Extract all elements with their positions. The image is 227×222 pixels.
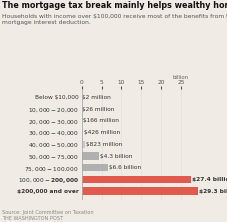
Text: $26 million: $26 million xyxy=(82,107,115,112)
Text: Source: Joint Committee on Taxation
THE WASHINGTON POST: Source: Joint Committee on Taxation THE … xyxy=(2,210,94,221)
Text: $166 million: $166 million xyxy=(83,118,119,123)
Text: billion: billion xyxy=(173,75,189,80)
Text: $823 million: $823 million xyxy=(86,142,122,147)
Text: Households with income over $100,000 receive most of the benefits from the
mortg: Households with income over $100,000 rec… xyxy=(2,14,227,25)
Text: $29.3 billion: $29.3 billion xyxy=(199,189,227,194)
Text: $4.3 billion: $4.3 billion xyxy=(100,153,132,159)
Text: $426 million: $426 million xyxy=(84,130,120,135)
Bar xyxy=(82,129,83,136)
Bar xyxy=(82,176,191,183)
Text: $2 million: $2 million xyxy=(82,95,111,100)
Text: The mortgage tax break mainly helps wealthy homeowners: The mortgage tax break mainly helps weal… xyxy=(2,1,227,10)
Bar xyxy=(82,188,198,195)
Text: $27.4 billion: $27.4 billion xyxy=(192,177,227,182)
Bar xyxy=(82,141,85,148)
Text: $6.6 billion: $6.6 billion xyxy=(109,165,141,170)
Bar xyxy=(82,164,108,171)
Bar xyxy=(82,152,99,160)
